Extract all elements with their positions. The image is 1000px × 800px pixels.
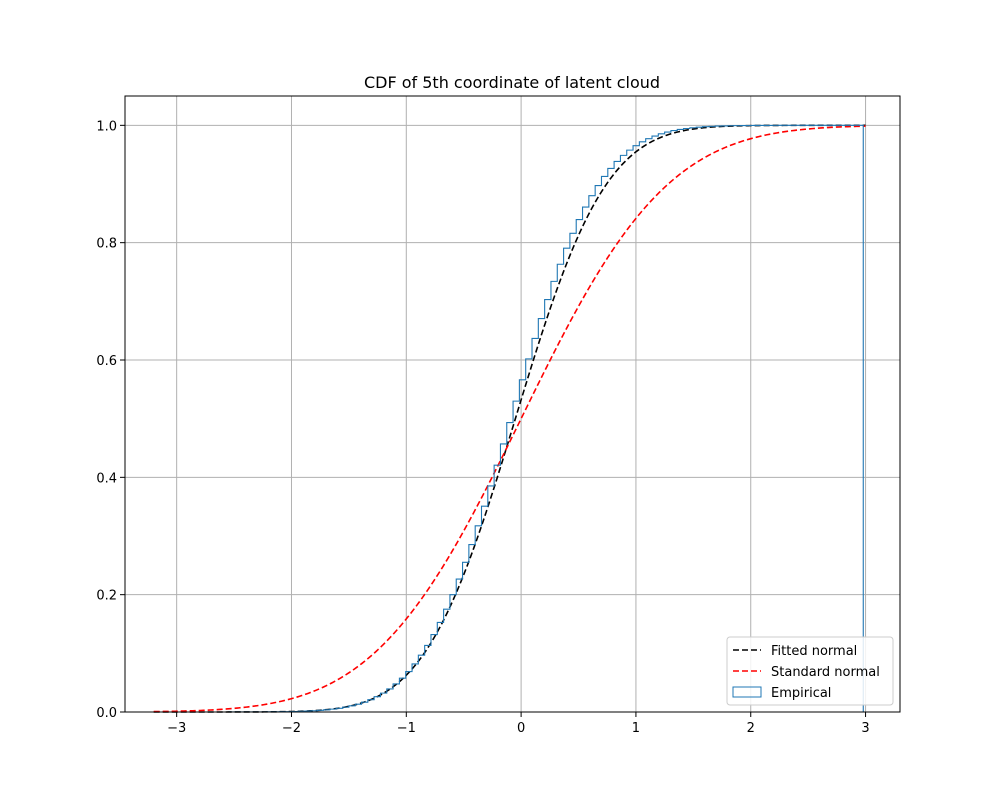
x-tick-label: −3 — [167, 721, 186, 736]
legend-box — [726, 636, 894, 706]
y-tick-label: 0.8 — [96, 237, 117, 252]
y-tick-label: 0.0 — [96, 706, 117, 721]
y-tick-label: 0.2 — [96, 589, 117, 604]
y-tick-label: 1.0 — [96, 119, 117, 134]
chart-title: CDF of 5th coordinate of latent cloud — [364, 73, 660, 92]
x-tick-label: −1 — [397, 721, 416, 736]
legend-swatch-empirical — [732, 686, 762, 698]
y-tick-label: 0.4 — [96, 471, 117, 486]
fitted-normal-line — [153, 124, 866, 713]
x-tick-label: 3 — [861, 721, 869, 736]
legend-label-empirical: Empirical — [771, 686, 831, 701]
legend-label-fitted-normal: Fitted normal — [771, 644, 857, 659]
legend: Fitted normal Standard normal Empirical — [726, 636, 894, 706]
x-tick-label: 2 — [747, 721, 755, 736]
grid — [125, 96, 900, 713]
y-tick-label: 0.6 — [96, 354, 117, 369]
series-layer — [153, 124, 866, 713]
plot-frame — [124, 95, 901, 713]
legend-label-standard-normal: Standard normal — [771, 665, 880, 680]
x-tick-label: 0 — [517, 721, 525, 736]
x-tick-label: −2 — [282, 721, 301, 736]
axes: −3 −2 −1 0 1 2 3 0.0 0.2 0.4 0.6 0.8 1.0 — [96, 119, 869, 736]
x-tick-label: 1 — [632, 721, 640, 736]
standard-normal-line — [153, 125, 866, 713]
empirical-step — [222, 124, 864, 713]
